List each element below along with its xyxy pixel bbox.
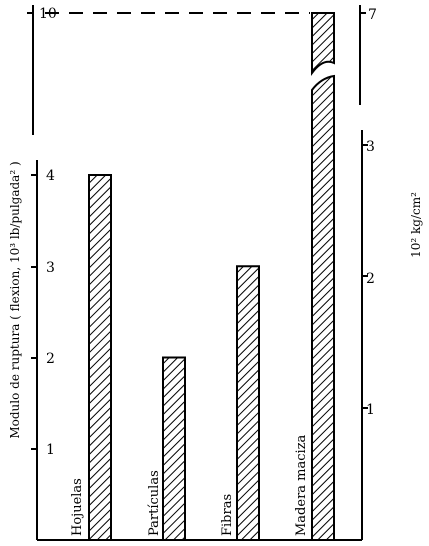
left-tick-label-1: 1: [46, 442, 55, 458]
bar-madera-maciza: [311, 12, 335, 541]
category-label-hojuelas: Hojuelas: [70, 478, 85, 536]
bar-madera-maciza-bottom: [311, 74, 335, 541]
category-label-particulas: Partículas: [147, 470, 162, 536]
y-axis-title-left: Modulo de ruptura ( flexion, 10³ lb/pulg…: [8, 161, 22, 438]
bar-particulas: [162, 356, 186, 541]
category-label-madera-maciza: Madera maciza: [294, 434, 309, 536]
left-tick-label-3: 3: [46, 260, 55, 276]
left-tick-labels: 4 3 2 1 10: [39, 6, 57, 458]
right-tick-marks: [360, 12, 368, 409]
y-axis-title-right: 10² kg/cm²: [409, 192, 423, 258]
right-tick-labels: 7 3 2 1: [366, 7, 377, 418]
bar-hojuelas: [88, 174, 112, 541]
left-tick-label-2: 2: [46, 351, 55, 367]
left-tick-label-4: 4: [46, 168, 55, 184]
right-tick-label-2: 2: [366, 271, 375, 287]
right-tick-label-3: 3: [366, 139, 375, 155]
left-tick-label-10: 10: [39, 6, 57, 22]
right-tick-label-7: 7: [368, 7, 377, 23]
bar-madera-maciza-top: [311, 12, 335, 77]
bar-fibras: [236, 265, 260, 541]
category-label-fibras: Fibras: [220, 494, 235, 536]
right-tick-label-1: 1: [366, 402, 375, 418]
left-tick-marks: [27, 12, 37, 450]
